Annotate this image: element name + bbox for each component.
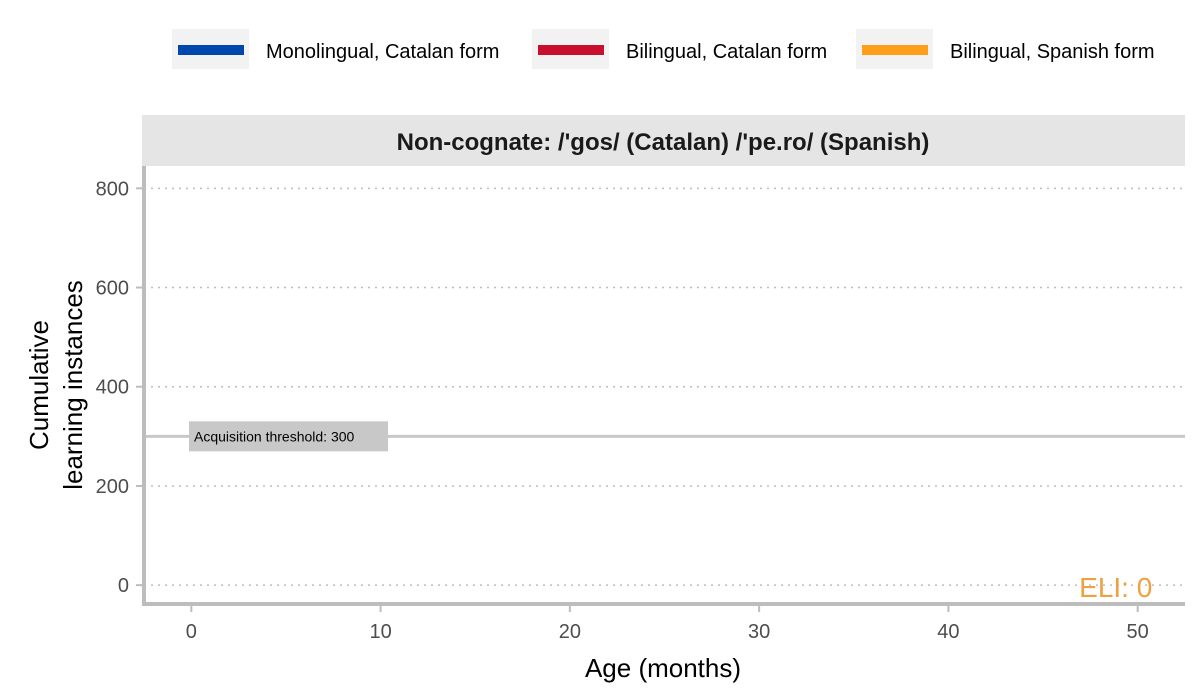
grid (144, 187, 1185, 586)
y-axis-title-line: learning instances (58, 280, 88, 490)
y-tick-label: 0 (118, 575, 129, 597)
y-tick-label: 400 (96, 377, 129, 399)
x-axis-title: Age (months) (585, 653, 741, 683)
y-axis-title-line: Cumulative (24, 320, 54, 450)
legend-label: Monolingual, Catalan form (266, 41, 499, 63)
legend-label: Bilingual, Catalan form (626, 41, 827, 63)
legend-swatch (538, 45, 604, 55)
x-ticks: 0 10 20 30 40 50 (186, 604, 1149, 643)
threshold-label: Acquisition threshold: 300 (194, 428, 355, 444)
y-tick-label: 600 (96, 278, 129, 300)
legend: Monolingual, Catalan form Bilingual, Cata… (172, 29, 1155, 69)
threshold-group: Acquisition threshold: 300 (144, 421, 1185, 452)
x-tick-label: 20 (559, 621, 581, 643)
legend-label: Bilingual, Spanish form (950, 41, 1155, 63)
eli-label: ELI: 0 (1079, 572, 1152, 603)
facet-title: Non-cognate: /'gos/ (Catalan) /'pe.ro/ (… (397, 129, 930, 156)
y-axis-title: Cumulative learning instances (24, 280, 88, 490)
legend-swatch (178, 45, 244, 55)
y-ticks: 0 200 400 600 800 (96, 178, 144, 597)
x-tick-label: 10 (369, 621, 391, 643)
x-tick-label: 0 (186, 621, 197, 643)
legend-swatch (862, 45, 928, 55)
x-tick-label: 40 (937, 621, 959, 643)
x-tick-label: 50 (1127, 621, 1149, 643)
y-tick-label: 800 (96, 178, 129, 200)
facet-strip (142, 115, 1185, 166)
y-tick-label: 200 (96, 476, 129, 498)
x-tick-label: 30 (748, 621, 770, 643)
threshold-label-box (189, 421, 388, 452)
